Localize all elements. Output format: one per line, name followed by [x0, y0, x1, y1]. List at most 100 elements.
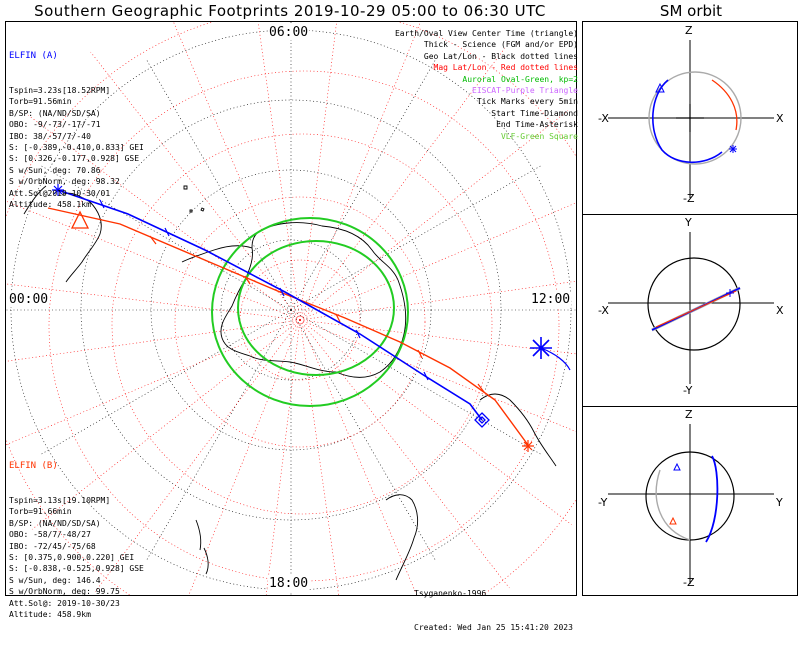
- auroral-oval-inner: [237, 240, 395, 376]
- sm-triangle-b: [669, 516, 677, 525]
- tick-mark: [149, 235, 157, 245]
- legend-item: Start Time-Diamond: [491, 108, 578, 118]
- legend-item: End Time-Asterisk: [496, 120, 578, 130]
- info-line: IBO: 38/-57/7/-40: [9, 131, 91, 141]
- sm-axis-label-top: Y: [685, 216, 692, 229]
- legend-item: Mag Lat/Lon - Red dotted lines: [433, 63, 579, 73]
- geo-meridians: [6, 22, 576, 595]
- info-line: Tspin=3.23s[18.52RPM]: [9, 86, 111, 96]
- mag-lat-circle: [174, 196, 426, 448]
- footer-created: Created: Wed Jan 25 15:41:20 2023: [414, 623, 573, 633]
- elfin-a-lines: Tspin=3.23s[18.52RPM] Torb=91.56min B/SP: …: [9, 85, 144, 210]
- tick-mark: [279, 287, 285, 297]
- meridian-line: [299, 319, 510, 589]
- info-line: B/SP: (NA/ND/SD/SA): [9, 108, 101, 118]
- tick-mark: [355, 329, 361, 339]
- australia-coast: [385, 494, 419, 581]
- elfin-b-end-asterisk: [522, 440, 534, 452]
- tick-mark: [477, 383, 485, 393]
- sm-axis-label-right: X: [776, 304, 784, 317]
- sm-axis-label-top: Z: [685, 408, 693, 421]
- meridian-line: [90, 51, 301, 321]
- info-line: Torb=91.56min: [9, 97, 72, 107]
- meridian-line: [299, 319, 572, 525]
- antarctica-coast: [220, 222, 407, 378]
- sm-axis-label-right: X: [776, 112, 784, 125]
- meridian-line: [290, 58, 437, 311]
- tick-mark: [99, 199, 105, 209]
- elfin-b-name: ELFIN (B): [9, 460, 58, 471]
- elfin-a-footprint-line: [57, 189, 483, 421]
- info-line: S: [-0.838,-0.525,0.928] GSE: [9, 564, 144, 574]
- elfin-a-name: ELFIN (A): [9, 50, 58, 61]
- mag-lat-lon-grid: [6, 22, 576, 595]
- meridian-line: [299, 319, 339, 595]
- legend-item: Auroral Oval-Green, kp=2: [462, 74, 578, 84]
- info-line: Tspin=3.13s[19.10RPM]: [9, 496, 111, 506]
- info-line: Att.Sol@: 2019-10-30/23: [9, 598, 120, 608]
- info-line: S w/Sun, deg: 70.86: [9, 165, 101, 175]
- meridian-line: [188, 319, 301, 595]
- meridian-line: [31, 319, 301, 530]
- sm-triangle-a: [673, 462, 681, 471]
- legend: Earth/Oval View Center Time (triangle) Th…: [395, 28, 578, 142]
- elfin-b-track: [47, 207, 534, 452]
- sm-triangle-a: [655, 82, 665, 93]
- mag-lat-circle: [48, 70, 560, 582]
- meridian-line: [290, 309, 543, 456]
- meridian-line: [299, 22, 421, 321]
- sm-axis-label-bottom: -Z: [683, 192, 695, 205]
- meridian-line: [299, 202, 576, 321]
- new-zealand-coast: [195, 519, 209, 575]
- info-line: Torb=91.66min: [9, 507, 72, 517]
- legend-item: EISCAT-Purple Triangle: [472, 86, 578, 96]
- sm-axis-label-left: -Y: [598, 496, 608, 509]
- meridian-line: [299, 110, 569, 321]
- south-america-coast: [23, 185, 102, 283]
- sm-frame: [582, 21, 798, 596]
- island-coast: [183, 185, 205, 213]
- sm-asterisk-a: [726, 289, 734, 297]
- info-line: S w/OrbNorm, deg: 99.75: [9, 587, 120, 597]
- info-line: B/SP: (NA/ND/SD/SA): [9, 518, 101, 528]
- africa-coast: [479, 393, 557, 467]
- meridian-line: [299, 319, 418, 595]
- sm-panel-xy: [608, 232, 774, 384]
- hour-label-right: 12:00: [530, 292, 572, 307]
- meridian-line: [299, 22, 337, 321]
- sm-orbit-panels: [608, 40, 774, 584]
- meridian-line: [299, 48, 505, 321]
- sm-orbit-b: [655, 290, 737, 328]
- meridian-line: [6, 200, 301, 321]
- tick-mark: [335, 313, 341, 323]
- info-line: Altitude: 458.1km: [9, 200, 91, 210]
- meridian-line: [6, 319, 301, 446]
- sm-axis-label-left: -X: [598, 304, 609, 317]
- info-line: OBO: -9/-73/-17/-71: [9, 120, 101, 130]
- elfin-a-end-diamond: [474, 412, 490, 428]
- mag-lat-circle: [239, 259, 361, 381]
- info-line: Altitude: 458.9km: [9, 610, 91, 620]
- map-frame: [5, 21, 577, 596]
- legend-item: Geo Lat/Lon - Black dotted lines: [423, 51, 578, 61]
- elfin-a-tick-marks: [99, 199, 429, 381]
- meridian-line: [290, 164, 543, 311]
- sm-orbit-a: [705, 455, 719, 543]
- sm-axis-label-bottom: -Y: [683, 384, 693, 397]
- sm-earth-circle: [647, 257, 741, 351]
- antarctic-peninsula-coast: [181, 245, 253, 263]
- hour-label-top: 06:00: [268, 25, 310, 40]
- sm-axis-label-right: Y: [776, 496, 783, 509]
- meridian-line: [28, 115, 301, 321]
- meridian-line: [6, 319, 301, 362]
- meridian-line: [299, 319, 576, 432]
- elfin-b-info: ELFIN (B) Tspin=3.13s[19.10RPM] Torb=91.6…: [9, 438, 144, 643]
- footer-credit: Tsyganenko-1996: [414, 588, 487, 598]
- meridian-line: [257, 22, 301, 321]
- meridian-line: [173, 22, 301, 321]
- elfin-a-track: [52, 184, 571, 428]
- info-line: Att.Sol@2019-10-30/01: [9, 188, 111, 198]
- auroral-oval-kp2: [211, 217, 409, 407]
- elfin-a-orbit-arc: [540, 347, 571, 371]
- sm-orbit-other: [655, 469, 691, 541]
